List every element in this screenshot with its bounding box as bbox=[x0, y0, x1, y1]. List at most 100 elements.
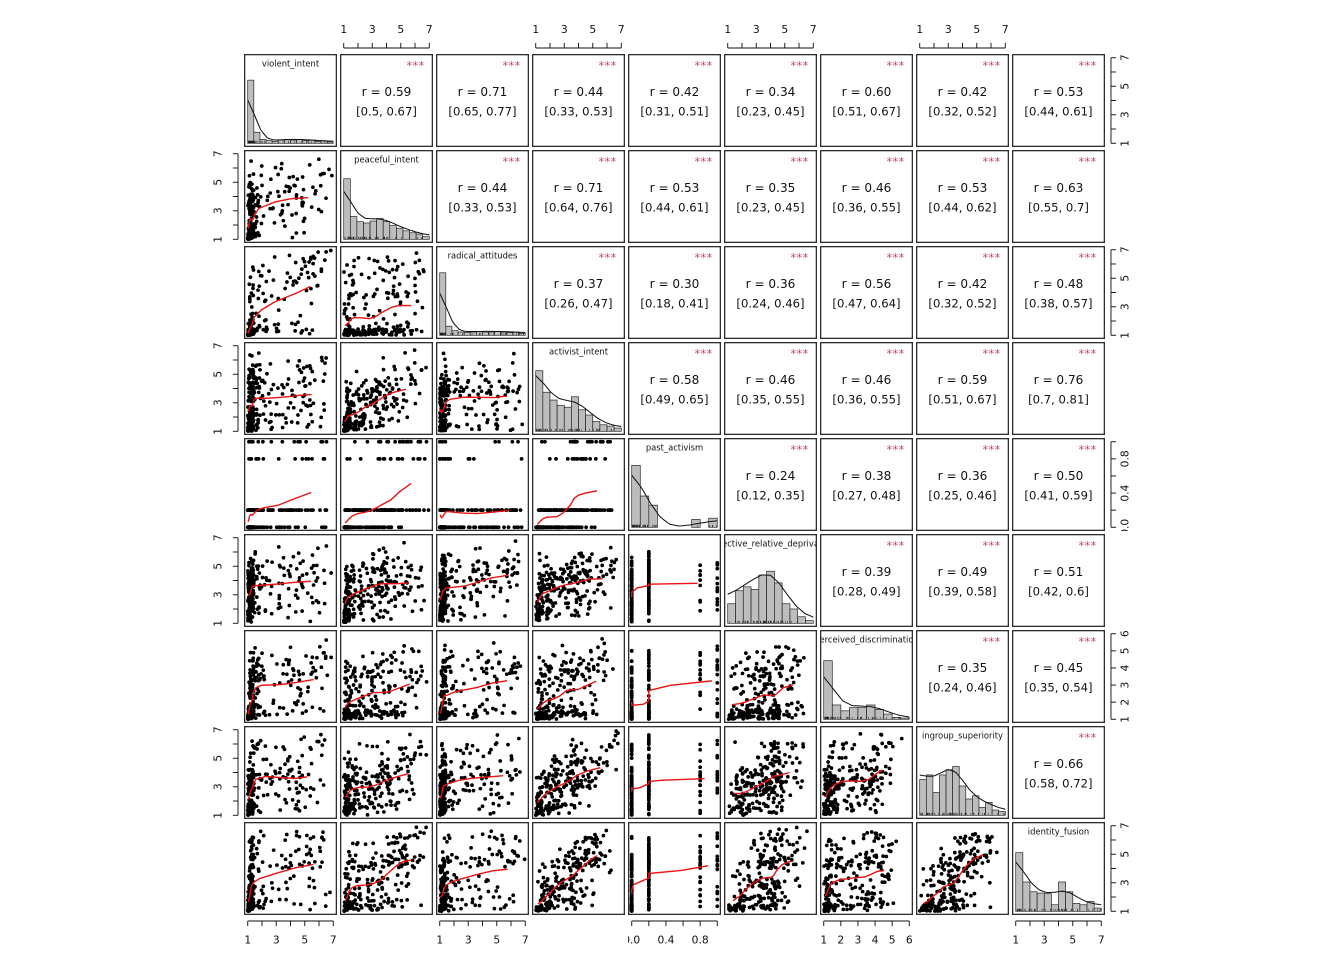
svg-text:3: 3 bbox=[1119, 111, 1132, 118]
corr-ci: [0.5, 0.67] bbox=[356, 104, 417, 118]
variable-label: radical_attitudes bbox=[448, 251, 518, 261]
corr-ci: [0.36, 0.55] bbox=[832, 200, 900, 214]
smooth-line bbox=[631, 582, 698, 598]
corr-value: r = 0.37 bbox=[554, 277, 604, 291]
corr-panel-r2c5: *** r = 0.53 [0.44, 0.61] bbox=[628, 150, 721, 243]
hist-bar bbox=[985, 801, 993, 816]
smooth-line bbox=[247, 775, 308, 800]
corr-panel-r4c8: *** r = 0.59 [0.51, 0.67] bbox=[916, 342, 1009, 435]
scatter-panel-r4c3 bbox=[436, 342, 529, 435]
hist-bar bbox=[265, 140, 273, 144]
corr-ci: [0.47, 0.64] bbox=[832, 296, 900, 310]
corr-panel-r2c8: *** r = 0.53 [0.44, 0.62] bbox=[916, 150, 1009, 243]
corr-value: r = 0.45 bbox=[1034, 661, 1084, 675]
smooth-line bbox=[344, 304, 412, 327]
corr-value: r = 0.46 bbox=[746, 373, 796, 387]
corr-panel-r2c9: *** r = 0.63 [0.55, 0.7] bbox=[1012, 150, 1105, 243]
smooth-line bbox=[536, 577, 603, 603]
hist-bar bbox=[613, 427, 622, 432]
corr-stars: *** bbox=[790, 251, 808, 264]
hist-bar bbox=[363, 222, 371, 240]
corr-value: r = 0.53 bbox=[1034, 85, 1084, 99]
hist-bar bbox=[945, 769, 953, 816]
corr-stars: *** bbox=[982, 347, 1000, 360]
corr-ci: [0.23, 0.45] bbox=[736, 104, 804, 118]
corr-panel-r3c9: *** r = 0.48 [0.38, 0.57] bbox=[1012, 246, 1105, 339]
hist-bar bbox=[939, 774, 947, 816]
corr-panel-r6c8: *** r = 0.49 [0.39, 0.58] bbox=[916, 534, 1009, 627]
corr-ci: [0.51, 0.67] bbox=[832, 104, 900, 118]
top-axis-col2: 1 3 5 7 bbox=[340, 19, 433, 51]
hist-bar bbox=[349, 216, 358, 240]
hist-bar bbox=[932, 792, 940, 816]
hist-bar bbox=[849, 707, 859, 720]
svg-text:1: 1 bbox=[1119, 140, 1132, 147]
corr-stars: *** bbox=[982, 635, 1000, 648]
right-axis-row1: 1 3 5 7 bbox=[1108, 54, 1140, 147]
scatter-panel-r6c1 bbox=[244, 534, 337, 627]
svg-text:7: 7 bbox=[426, 23, 433, 36]
svg-text:1: 1 bbox=[211, 236, 224, 243]
smooth-line bbox=[344, 683, 410, 709]
corr-value: r = 0.51 bbox=[1034, 565, 1084, 579]
smooth-line bbox=[344, 773, 409, 798]
smooth-line bbox=[536, 766, 601, 804]
hist-bar bbox=[518, 333, 526, 336]
hist-bar bbox=[457, 331, 465, 336]
smooth-line bbox=[734, 771, 790, 795]
svg-text:3: 3 bbox=[1119, 303, 1132, 310]
hist-bar bbox=[271, 141, 279, 144]
corr-panel-r5c6: *** r = 0.24 [0.12, 0.35] bbox=[724, 438, 817, 531]
smooth-line bbox=[247, 580, 312, 596]
corr-ci: [0.27, 0.48] bbox=[832, 488, 900, 502]
hist-bar bbox=[402, 230, 410, 240]
corr-ci: [0.51, 0.67] bbox=[928, 392, 996, 406]
corr-panel-r8c9: *** r = 0.66 [0.58, 0.72] bbox=[1012, 726, 1105, 819]
hist-bar bbox=[290, 139, 297, 144]
variable-label: past_activism bbox=[646, 443, 703, 453]
hist-bar bbox=[1051, 904, 1059, 912]
hist-bar bbox=[445, 325, 453, 336]
density-curve bbox=[535, 375, 622, 427]
corr-stars: *** bbox=[886, 539, 904, 552]
hist-bar bbox=[774, 582, 783, 624]
scatter-panel-r3c2 bbox=[340, 246, 433, 339]
left-axis-row5 bbox=[209, 438, 241, 531]
corr-panel-r6c9: *** r = 0.51 [0.42, 0.6] bbox=[1012, 534, 1105, 627]
variable-label: erceived_discriminatio bbox=[820, 635, 913, 645]
corr-stars: *** bbox=[790, 59, 808, 72]
corr-stars: *** bbox=[1078, 731, 1096, 744]
corr-value: r = 0.44 bbox=[458, 181, 508, 195]
scatter-panel-r6c4 bbox=[532, 534, 625, 627]
hist-bar bbox=[883, 713, 893, 720]
svg-text:1: 1 bbox=[211, 428, 224, 435]
corr-panel-r7c9: *** r = 0.45 [0.35, 0.54] bbox=[1012, 630, 1105, 723]
svg-text:1: 1 bbox=[724, 23, 731, 36]
corr-value: r = 0.60 bbox=[842, 85, 892, 99]
scatterplot-matrix: 1 3 5 7 1 3 5 7 1 3 5 7 1 3 5 7 violent_intent *** r = 0.5… bbox=[209, 19, 1140, 950]
corr-ci: [0.55, 0.7] bbox=[1028, 200, 1089, 214]
hist-bar bbox=[314, 141, 322, 144]
corr-panel-r1c6: *** r = 0.34 [0.23, 0.45] bbox=[724, 54, 817, 147]
corr-ci: [0.39, 0.58] bbox=[928, 584, 996, 598]
corr-ci: [0.44, 0.62] bbox=[928, 200, 996, 214]
corr-value: r = 0.56 bbox=[842, 277, 892, 291]
left-axis-row2: 1 3 5 7 bbox=[209, 150, 241, 243]
density-curve bbox=[823, 676, 910, 718]
corr-value: r = 0.46 bbox=[842, 373, 892, 387]
hist-bar bbox=[735, 590, 744, 624]
smooth-line bbox=[440, 868, 508, 898]
corr-value: r = 0.49 bbox=[938, 565, 988, 579]
corr-ci: [0.32, 0.52] bbox=[928, 296, 996, 310]
hist-bar bbox=[958, 785, 967, 816]
corr-panel-r6c7: *** r = 0.39 [0.28, 0.49] bbox=[820, 534, 913, 627]
svg-text:3: 3 bbox=[211, 207, 224, 214]
top-axis-col4: 1 3 5 7 bbox=[532, 19, 625, 51]
corr-stars: *** bbox=[694, 251, 712, 264]
hist-bar bbox=[874, 709, 884, 720]
corr-panel-r5c8: *** r = 0.36 [0.25, 0.46] bbox=[916, 438, 1009, 531]
hist-bar bbox=[563, 406, 572, 432]
smooth-line bbox=[439, 679, 508, 714]
